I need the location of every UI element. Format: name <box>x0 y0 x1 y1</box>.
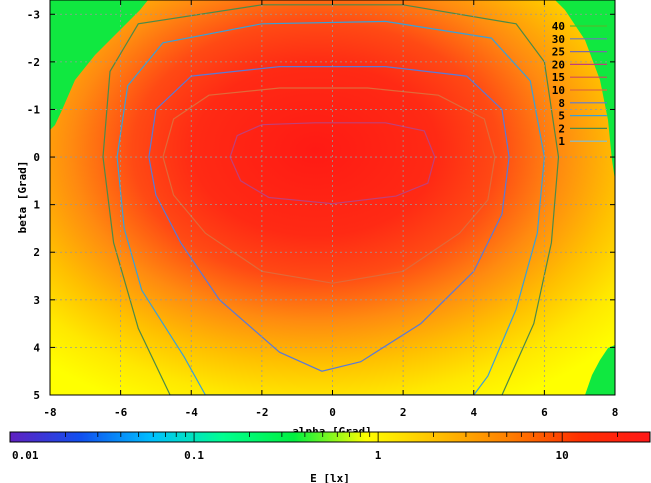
x-tick-label: -4 <box>185 406 199 419</box>
x-tick-label: 0 <box>329 406 336 419</box>
legend-label-15: 15 <box>552 71 565 84</box>
colorbar-tick-label: 0.1 <box>184 449 204 462</box>
contour-line-8 <box>148 65 510 372</box>
y-tick-label: 3 <box>33 294 40 307</box>
legend-label-25: 25 <box>552 46 565 59</box>
colorbar-label: E [lx] <box>310 472 350 483</box>
low-value-region-top-left <box>50 0 148 130</box>
y-tick-label: -1 <box>27 103 41 116</box>
x-tick-label: 2 <box>400 406 407 419</box>
x-tick-label: 6 <box>541 406 548 419</box>
y-tick-label: 1 <box>33 199 40 212</box>
colorbar-tick-label: 0.01 <box>12 449 39 462</box>
contour-line-10 <box>162 87 496 284</box>
legend-label-10: 10 <box>552 84 565 97</box>
legend-label-2: 2 <box>558 122 565 135</box>
y-tick-label: 4 <box>33 341 40 354</box>
contour-line-2 <box>102 4 560 395</box>
y-tick-label: 0 <box>33 151 40 164</box>
x-tick-label: -6 <box>114 406 128 419</box>
x-tick-label: 8 <box>612 406 619 419</box>
plot-area <box>50 0 615 395</box>
y-axis-label: beta [Grad] <box>16 161 29 234</box>
contour-line-20 <box>229 122 436 205</box>
x-tick-label: -8 <box>43 406 56 419</box>
low-value-region-bottom-right <box>585 345 615 395</box>
x-tick-label: -2 <box>255 406 268 419</box>
legend-label-30: 30 <box>552 33 565 46</box>
y-tick-label: 5 <box>33 389 40 402</box>
colorbar-tick-label: 1 <box>375 449 382 462</box>
legend-label-8: 8 <box>558 97 565 110</box>
colorbar-tick-label: 10 <box>556 449 569 462</box>
y-tick-label: -2 <box>27 56 40 69</box>
legend-label-40: 40 <box>552 20 565 33</box>
legend-label-5: 5 <box>558 110 565 123</box>
y-tick-label: 2 <box>33 246 40 259</box>
grid-lines <box>50 0 615 395</box>
colorbar: 0.01 0.1 1 10 <box>9 431 651 462</box>
y-tick-label: -3 <box>27 8 40 21</box>
contour-line-5 <box>116 20 546 395</box>
contour-lines <box>102 4 560 395</box>
x-tick-label: 4 <box>470 406 477 419</box>
legend-label-20: 20 <box>552 58 565 71</box>
low-value-region-top-right <box>555 0 615 180</box>
legend-label-1: 1 <box>558 135 565 148</box>
